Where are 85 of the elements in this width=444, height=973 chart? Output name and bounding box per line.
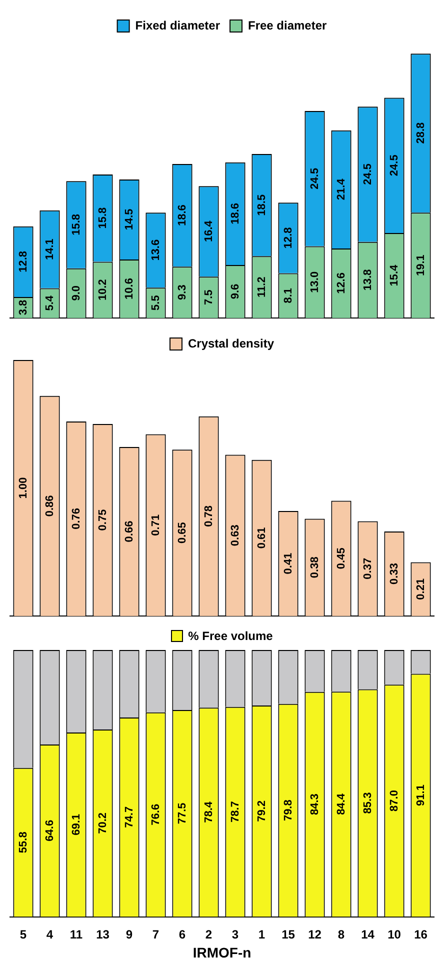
data-label: 9.6 bbox=[229, 284, 242, 300]
legend-label: Fixed diameter bbox=[135, 18, 220, 32]
data-label: 28.8 bbox=[414, 122, 427, 144]
data-label: 24.5 bbox=[388, 154, 400, 176]
data-label: 12.8 bbox=[17, 250, 30, 272]
x-tick-label: 5 bbox=[20, 927, 27, 942]
data-label: 0.65 bbox=[176, 522, 188, 544]
data-label: 0.21 bbox=[414, 578, 427, 600]
data-label: 12.6 bbox=[335, 272, 348, 294]
data-label: 5.5 bbox=[150, 295, 162, 310]
x-tick-label: 11 bbox=[70, 927, 83, 942]
data-label: 0.75 bbox=[96, 509, 109, 531]
data-label: 0.78 bbox=[202, 505, 215, 527]
data-label: 79.8 bbox=[282, 800, 294, 822]
data-label: 74.7 bbox=[123, 806, 136, 828]
data-label: 19.1 bbox=[414, 254, 427, 276]
data-label: 24.5 bbox=[362, 163, 374, 185]
data-label: 70.2 bbox=[96, 812, 109, 834]
data-label: 77.5 bbox=[176, 802, 188, 824]
data-label: 3.8 bbox=[17, 300, 30, 316]
data-label: 13.8 bbox=[362, 269, 374, 291]
data-label: 0.41 bbox=[282, 552, 294, 574]
data-label: 13.0 bbox=[308, 271, 321, 293]
data-label: 0.33 bbox=[388, 563, 400, 584]
x-axis-title: IRMOF-n bbox=[192, 944, 252, 960]
data-label: 0.37 bbox=[362, 558, 374, 580]
data-label: 18.5 bbox=[256, 194, 268, 216]
data-label: 79.2 bbox=[256, 800, 268, 822]
data-label: 0.86 bbox=[44, 495, 56, 517]
x-tick-label: 14 bbox=[361, 927, 375, 942]
x-tick-label: 3 bbox=[232, 927, 239, 942]
x-tick-label: 13 bbox=[96, 927, 110, 942]
x-tick-label: 4 bbox=[46, 927, 54, 942]
data-label: 91.1 bbox=[414, 784, 427, 806]
text: % Free volume bbox=[188, 629, 273, 643]
x-tick-label: 2 bbox=[205, 927, 212, 942]
data-label: 9.3 bbox=[176, 284, 188, 300]
data-label: 0.38 bbox=[308, 556, 321, 578]
data-label: 24.5 bbox=[308, 168, 321, 190]
data-label: 0.76 bbox=[70, 508, 82, 530]
data-label: 76.6 bbox=[150, 804, 162, 826]
data-label: 9.0 bbox=[70, 286, 82, 301]
data-label: 0.63 bbox=[229, 524, 242, 546]
data-label: 10.2 bbox=[96, 279, 109, 301]
x-tick-label: 1 bbox=[258, 927, 266, 942]
data-label: 12.8 bbox=[282, 227, 294, 249]
data-label: 13.6 bbox=[150, 239, 162, 261]
legend-label: Crystal density bbox=[188, 336, 274, 350]
data-label: 69.1 bbox=[70, 814, 82, 836]
data-label: 84.4 bbox=[335, 792, 348, 815]
data-label: 15.8 bbox=[96, 207, 109, 229]
data-label: 11.2 bbox=[256, 276, 268, 298]
data-label: 64.6 bbox=[44, 820, 56, 842]
legend-label: Free diameter bbox=[248, 18, 328, 32]
data-label: 85.3 bbox=[362, 792, 374, 814]
data-label: 15.4 bbox=[388, 264, 400, 286]
x-tick-label: 12 bbox=[308, 927, 322, 942]
data-label: 1.00 bbox=[17, 477, 30, 499]
data-label: 78.7 bbox=[229, 801, 242, 823]
data-label: 10.6 bbox=[123, 278, 136, 300]
x-tick-label: 10 bbox=[388, 927, 402, 942]
x-tick-label: 9 bbox=[126, 927, 133, 942]
x-tick-label: 6 bbox=[178, 927, 186, 942]
data-label: 15.8 bbox=[70, 214, 82, 236]
data-label: 0.45 bbox=[335, 548, 348, 570]
data-label: 16.4 bbox=[202, 220, 215, 242]
data-label: 14.5 bbox=[123, 208, 136, 230]
data-label: 84.3 bbox=[308, 794, 321, 816]
data-label: 14.1 bbox=[44, 238, 56, 260]
data-label: 21.4 bbox=[335, 178, 348, 200]
data-label: 55.8 bbox=[17, 832, 30, 854]
x-tick-label: 16 bbox=[414, 927, 428, 942]
x-tick-label: 15 bbox=[282, 927, 296, 942]
x-tick-label: 7 bbox=[152, 927, 160, 942]
data-label: 0.71 bbox=[150, 514, 162, 536]
data-label: 7.5 bbox=[202, 290, 215, 305]
x-tick-label: 8 bbox=[338, 927, 345, 942]
data-label: 5.4 bbox=[44, 294, 56, 311]
data-label: 18.6 bbox=[176, 204, 188, 226]
data-label: 0.66 bbox=[123, 520, 136, 542]
data-label: 18.6 bbox=[229, 202, 242, 224]
data-label: 0.61 bbox=[256, 527, 268, 549]
data-label: 78.4 bbox=[202, 800, 215, 823]
data-label: 87.0 bbox=[388, 790, 400, 812]
data-label: 8.1 bbox=[282, 288, 294, 304]
